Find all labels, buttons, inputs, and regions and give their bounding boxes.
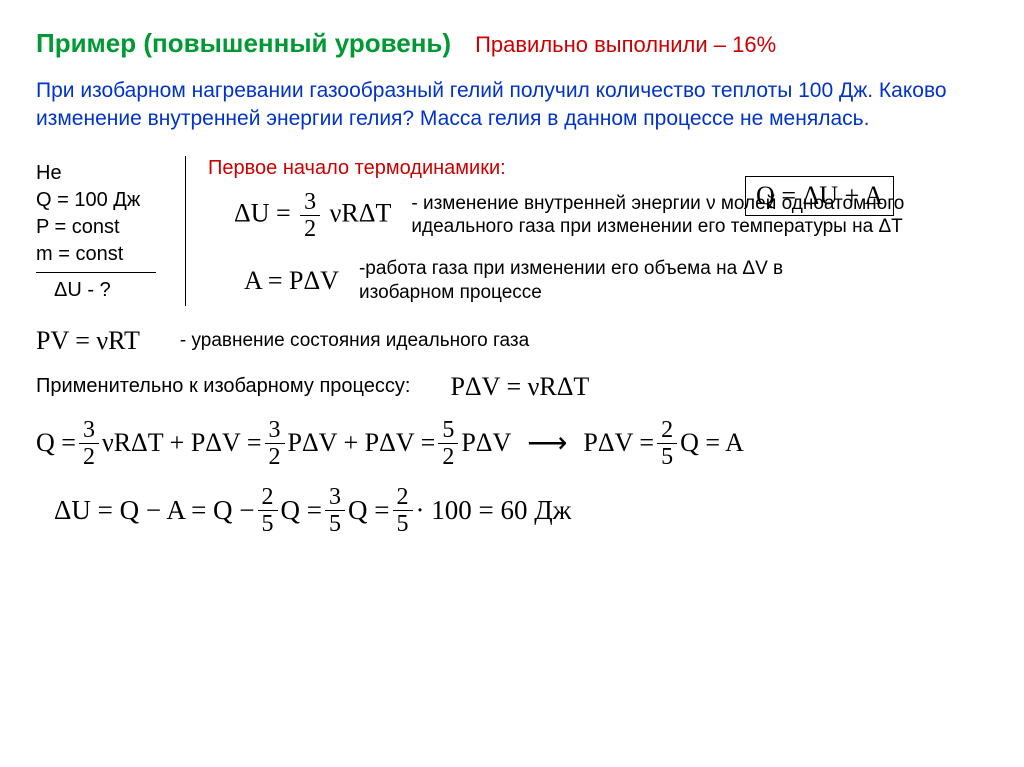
Q-derivation: Q = 32 νRΔT + PΔV = 32 PΔV + PΔV = 52 PΔ… [36,418,988,469]
state-eq: PV = νRT [36,326,140,356]
state-expl: - уравнение состояния идеального газа [180,329,529,353]
applied-label: Применительно к изобарному процессу: [36,375,410,398]
given-l4: m = const [36,243,173,266]
A-eq: A = PΔV [244,266,339,296]
arrow-icon: ⟶ [527,426,567,460]
given-divider [36,272,156,273]
dU-eq: ΔU = 32 νRΔT [234,190,391,241]
answer: 60 Дж [500,495,571,526]
given-l2: Q = 100 Дж [36,189,173,212]
applied-eq: PΔV = νRΔT [450,372,589,402]
given-l1: He [36,162,173,185]
applied-row: Применительно к изобарному процессу: PΔV… [36,372,988,402]
given-block: He Q = 100 Дж P = const m = const ΔU - ? [36,156,186,306]
given-find: ΔU - ? [36,279,173,302]
stat-text: Правильно выполнили – 16% [475,32,776,58]
A-eq-row: A = PΔV -работа газа при изменении его о… [244,257,988,305]
header: Пример (повышенный уровень) Правильно вы… [36,28,988,59]
A-expl: -работа газа при изменении его объема на… [359,257,879,305]
first-law-label: Первое начало термодинамики: [208,157,506,180]
page-title: Пример (повышенный уровень) [36,28,451,59]
first-law-boxed: Q = ΔU + A [745,176,894,216]
problem-statement: При изобарном нагревании газообразный ге… [36,77,988,134]
given-l3: P = const [36,216,173,239]
state-eq-row: PV = νRT - уравнение состояния идеальног… [36,326,988,356]
dU-final: ΔU = Q − A = Q − 25 Q = 35 Q = 25 · 100 … [54,485,988,536]
